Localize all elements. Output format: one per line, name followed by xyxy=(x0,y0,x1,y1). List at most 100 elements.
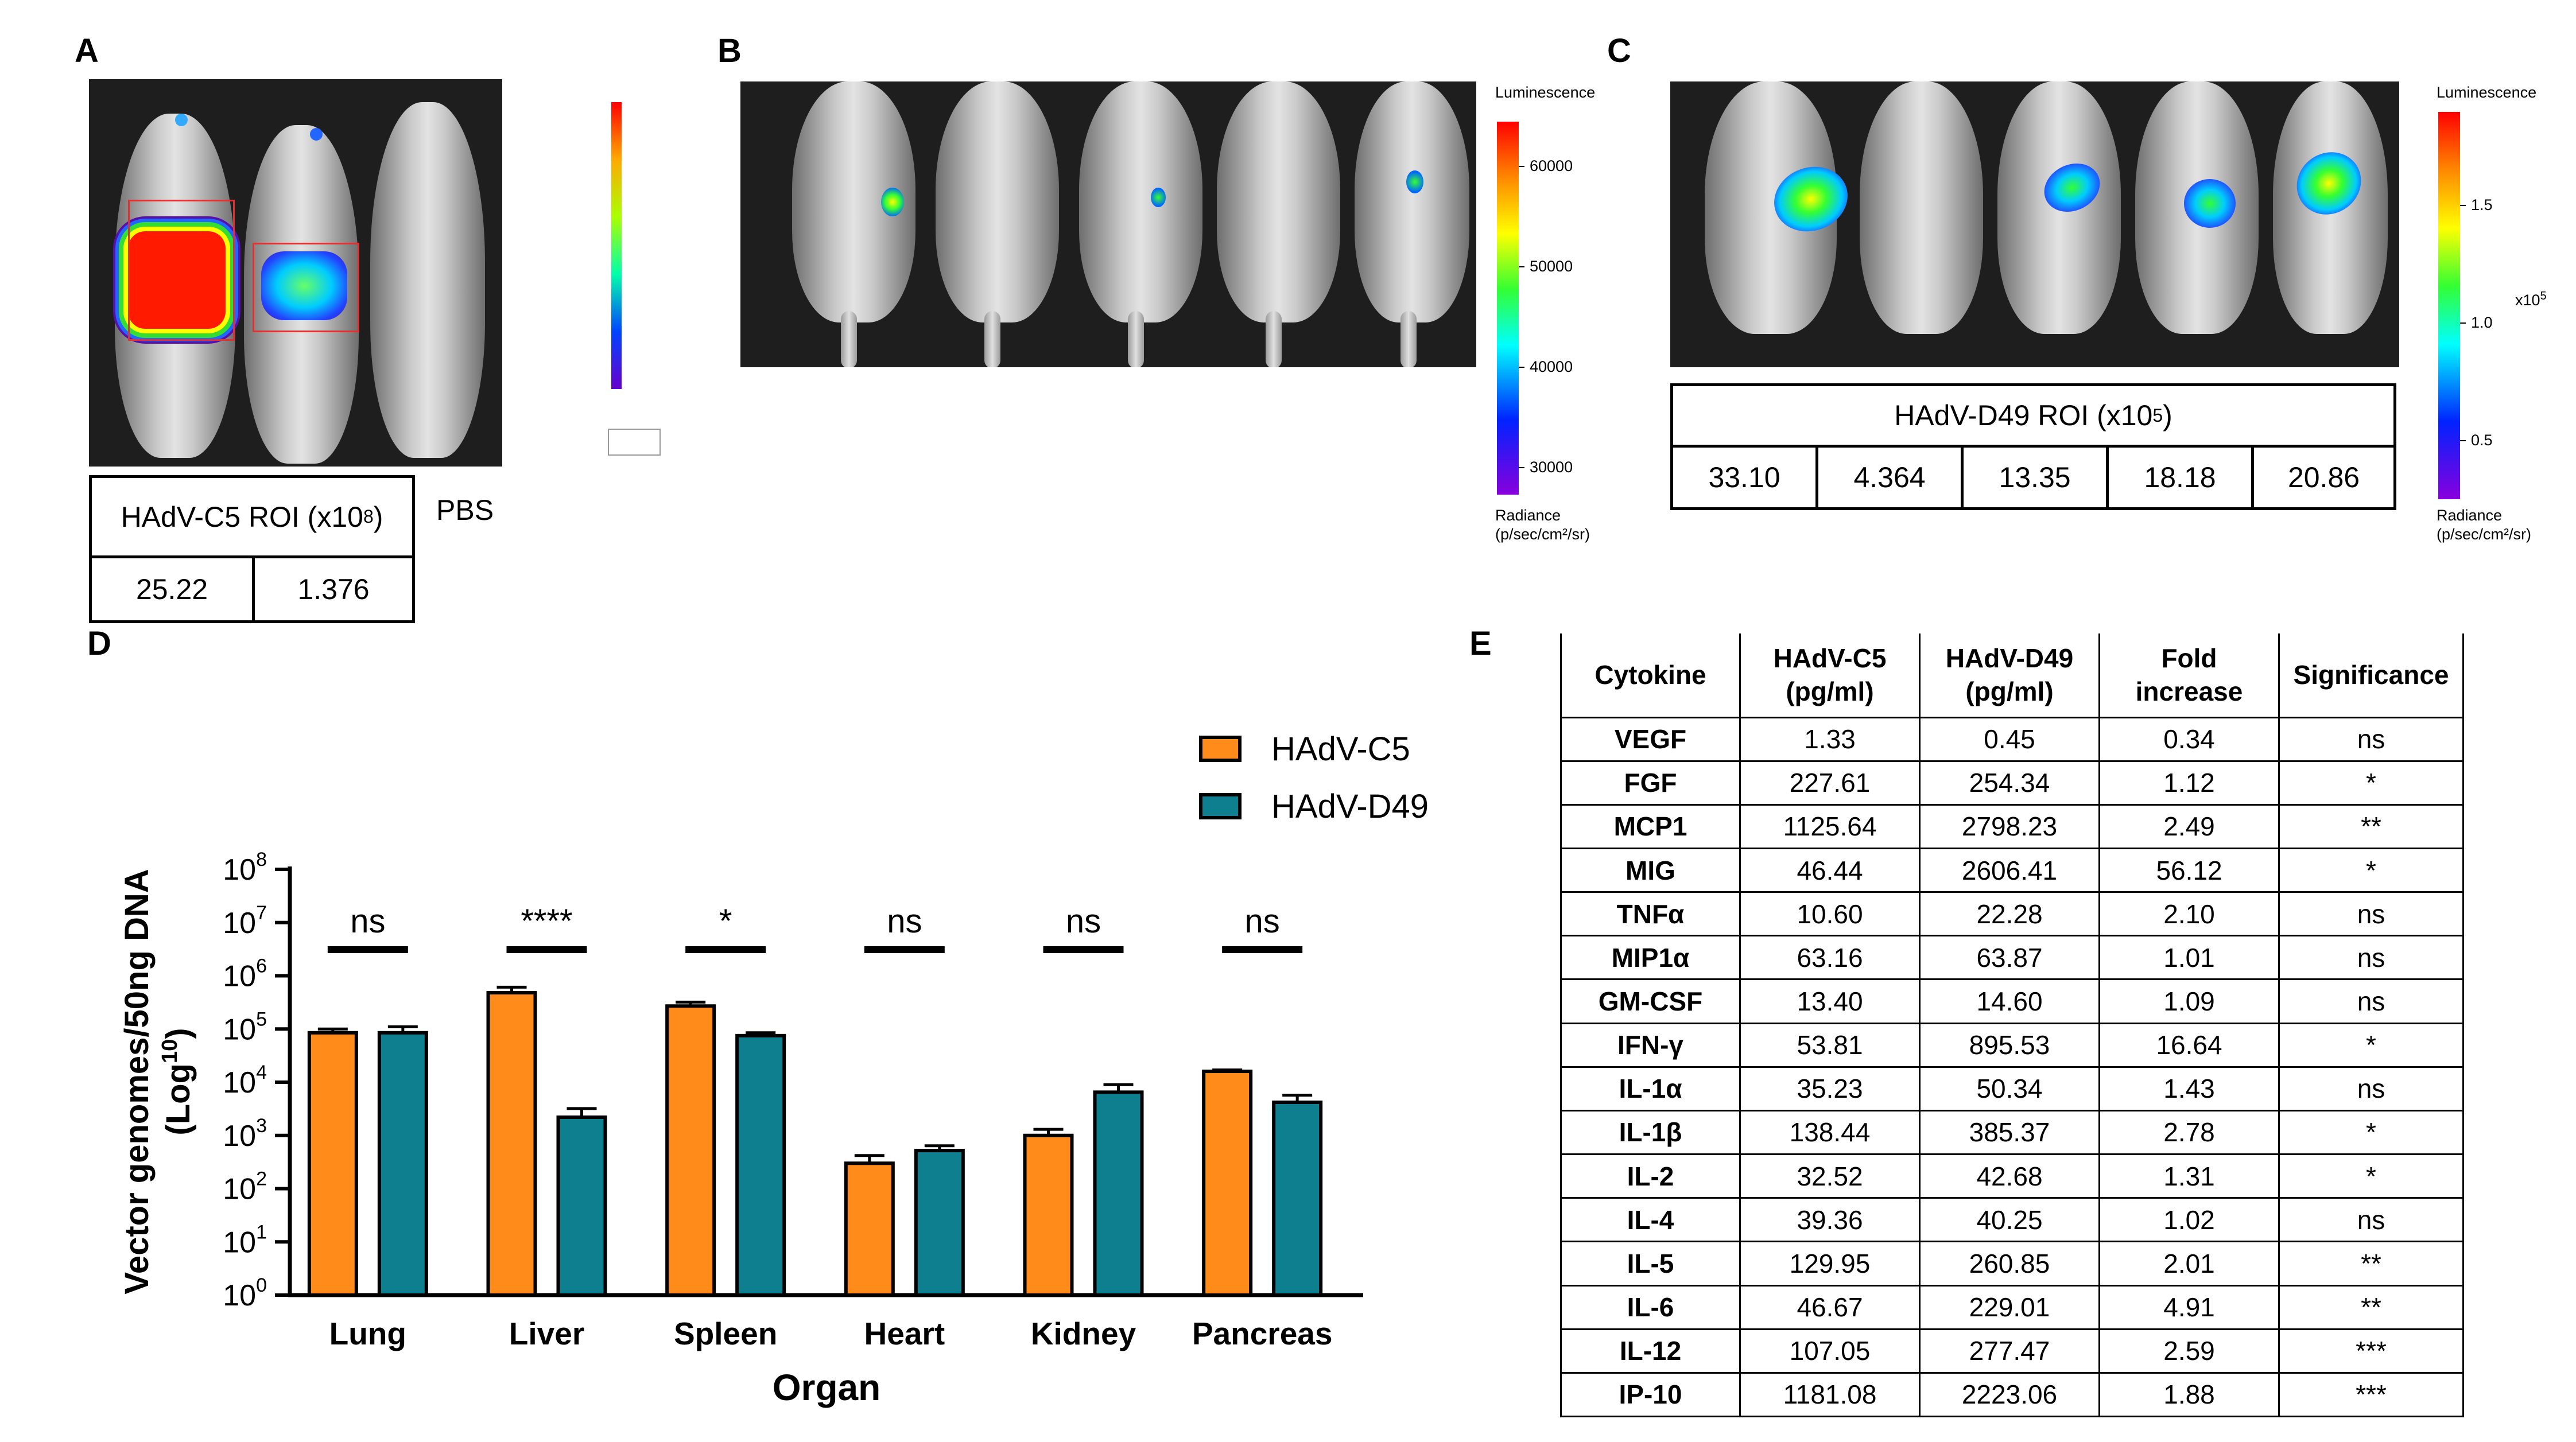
roi-value-c-1: 33.10 xyxy=(1670,445,1818,510)
fold-increase: 1.12 xyxy=(2098,760,2280,806)
d49-value: 22.28 xyxy=(1919,891,2100,937)
significance: ns xyxy=(2278,891,2464,937)
significance-label: * xyxy=(719,903,732,940)
d49-value: 254.34 xyxy=(1919,760,2100,806)
table-row: MIP1α 63.16 63.87 1.01 ns xyxy=(1560,935,2464,981)
d49-value: 50.34 xyxy=(1919,1066,2100,1111)
x-tick-label: Kidney xyxy=(1031,1316,1136,1351)
roi-header-a-text: HAdV-C5 ROI (x10 xyxy=(121,500,363,533)
y-tick-exponent: 7 xyxy=(256,902,267,924)
cytokine-name: IL-12 xyxy=(1560,1328,1741,1374)
cytokine-name: MIP1α xyxy=(1560,935,1741,981)
y-axis-title: Vector genomes/50ng DNA xyxy=(118,869,156,1294)
fold-increase: 1.31 xyxy=(2098,1153,2280,1199)
vector-genomes-bar-chart: 100101102103104105106107108LungnsLiver**… xyxy=(118,730,1429,1408)
header-fold: Fold increase xyxy=(2098,633,2280,718)
colorbar-b-tick-4: 30000 xyxy=(1530,458,1573,476)
legend-label-hadv-c5: HAdV-C5 xyxy=(1271,730,1410,768)
d49-value: 260.85 xyxy=(1919,1241,2100,1286)
c5-value: 46.67 xyxy=(1739,1284,1921,1330)
y-tick-label: 108 xyxy=(223,849,267,887)
header-significance-text: Significance xyxy=(2293,660,2449,690)
table-row: IL-6 46.67 229.01 4.91 ** xyxy=(1560,1284,2464,1330)
colorbar-c-title: Luminescence xyxy=(2437,84,2537,101)
table-row: VEGF 1.33 0.45 0.34 ns xyxy=(1560,716,2464,762)
colorbar-c-tick-1: 1.5 xyxy=(2471,196,2493,213)
fold-increase: 2.78 xyxy=(2098,1109,2280,1156)
table-row: MIG 46.44 2606.41 56.12 * xyxy=(1560,847,2464,893)
fold-increase: 1.88 xyxy=(2098,1371,2280,1418)
cytokine-name: IL-2 xyxy=(1560,1153,1741,1199)
roi-value-a-2: 1.376 xyxy=(252,555,415,623)
fold-increase: 4.91 xyxy=(2098,1284,2280,1330)
y-axis-unit-sup: 10 xyxy=(158,1039,182,1063)
table-row: IFN-γ 53.81 895.53 16.64 * xyxy=(1560,1022,2464,1068)
bar-hadv-d49 xyxy=(914,1149,965,1297)
bar-hadv-c5 xyxy=(307,1031,358,1297)
table-row: TNFα 10.60 22.28 2.10 ns xyxy=(1560,891,2464,937)
table-row: IP-10 1181.08 2223.06 1.88 *** xyxy=(1560,1371,2464,1418)
bar-hadv-c5 xyxy=(1023,1133,1074,1297)
significance: * xyxy=(2278,847,2464,893)
table-row: IL-2 32.52 42.68 1.31 * xyxy=(1560,1153,2464,1199)
x-tick-label: Liver xyxy=(509,1316,584,1351)
table-row: IL-12 107.05 277.47 2.59 *** xyxy=(1560,1328,2464,1374)
y-tick-base: 10 xyxy=(223,960,256,993)
roi-header-a-end: ) xyxy=(373,500,383,533)
header-d49-line2: (pg/ml) xyxy=(1965,677,2054,707)
significance: * xyxy=(2278,760,2464,806)
cytokine-name: TNFα xyxy=(1560,891,1741,937)
significance-label: ns xyxy=(1245,903,1280,940)
cytokine-name: MCP1 xyxy=(1560,803,1741,849)
fold-increase: 2.59 xyxy=(2098,1328,2280,1374)
fold-increase: 1.02 xyxy=(2098,1197,2280,1243)
y-tick-base: 10 xyxy=(223,1013,256,1046)
cytokine-name: IL-6 xyxy=(1560,1284,1741,1330)
c5-value: 1125.64 xyxy=(1739,803,1921,849)
legend-label-hadv-d49: HAdV-D49 xyxy=(1271,788,1429,825)
y-tick-exponent: 0 xyxy=(256,1274,267,1296)
roi-value-c-2: 4.364 xyxy=(1815,445,1964,510)
c5-value: 129.95 xyxy=(1739,1241,1921,1286)
cytokine-name: IFN-γ xyxy=(1560,1022,1741,1068)
y-axis-unit: (Log10) xyxy=(158,1028,197,1135)
header-c5-line1: HAdV-C5 xyxy=(1773,643,1887,674)
y-tick-base: 10 xyxy=(223,1173,256,1206)
header-fold-line1: Fold xyxy=(2161,643,2217,674)
c5-value: 227.61 xyxy=(1739,760,1921,806)
x-tick-label: Heart xyxy=(864,1316,945,1351)
x-axis-title: Organ xyxy=(773,1367,880,1408)
cytokine-name: IL-4 xyxy=(1560,1197,1741,1243)
colorbar-c-scale: x105 xyxy=(2515,290,2547,309)
significance-label: ns xyxy=(887,903,922,940)
roi-header-c: HAdV-D49 ROI (x10 5) xyxy=(1670,383,2396,448)
d49-value: 63.87 xyxy=(1919,935,2100,981)
y-tick-base: 10 xyxy=(223,1279,256,1312)
c5-value: 63.16 xyxy=(1739,935,1921,981)
fold-increase: 2.49 xyxy=(2098,803,2280,849)
d49-value: 2606.41 xyxy=(1919,847,2100,893)
colorbar-b-tick-3: 40000 xyxy=(1530,358,1573,375)
panel-label-b: B xyxy=(717,32,742,69)
bar-hadv-c5 xyxy=(486,991,537,1297)
c5-value: 39.36 xyxy=(1739,1197,1921,1243)
y-tick-exponent: 1 xyxy=(256,1221,267,1243)
y-tick-exponent: 2 xyxy=(256,1168,267,1190)
significance: ns xyxy=(2278,935,2464,981)
header-cytokine: Cytokine xyxy=(1560,633,1741,718)
roi-header-c-end: ) xyxy=(2163,399,2172,432)
significance: ns xyxy=(2278,1197,2464,1243)
cytokine-name: VEGF xyxy=(1560,716,1741,762)
y-tick-base: 10 xyxy=(223,853,256,887)
colorbar-c xyxy=(2438,112,2466,499)
cytokine-table: Cytokine HAdV-C5 (pg/ml) HAdV-D49 (pg/ml) … xyxy=(1560,633,2464,1418)
y-tick-exponent: 3 xyxy=(256,1115,267,1137)
colorbar-b-tick-1: 60000 xyxy=(1530,157,1573,174)
fold-increase: 56.12 xyxy=(2098,847,2280,893)
d49-value: 895.53 xyxy=(1919,1022,2100,1068)
fold-increase: 1.01 xyxy=(2098,935,2280,981)
y-tick-label: 102 xyxy=(223,1168,267,1206)
legend-swatch-hadv-c5 xyxy=(1199,736,1242,762)
significance-label: ns xyxy=(350,903,385,940)
bar-hadv-d49 xyxy=(556,1115,607,1297)
